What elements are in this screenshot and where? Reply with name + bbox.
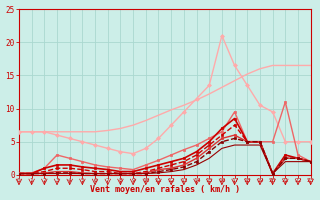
X-axis label: Vent moyen/en rafales ( km/h ): Vent moyen/en rafales ( km/h ) [90,185,240,194]
